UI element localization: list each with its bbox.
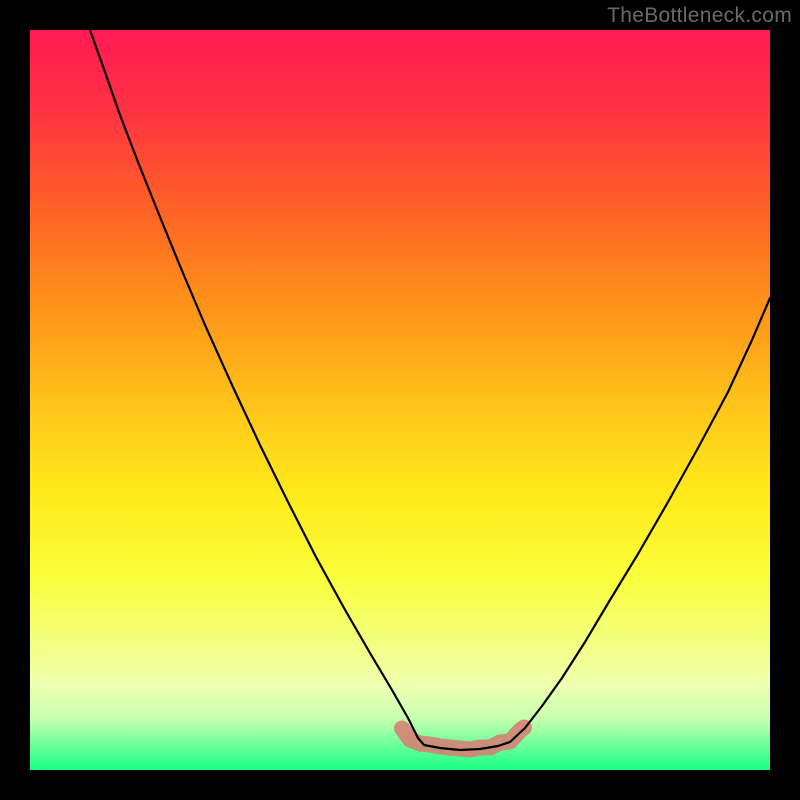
v-curve-line [90,30,770,750]
chart-plot-area [30,30,770,770]
valley-highlight [402,728,524,750]
bottleneck-curve [30,30,770,770]
watermark-text: TheBottleneck.com [607,4,792,28]
